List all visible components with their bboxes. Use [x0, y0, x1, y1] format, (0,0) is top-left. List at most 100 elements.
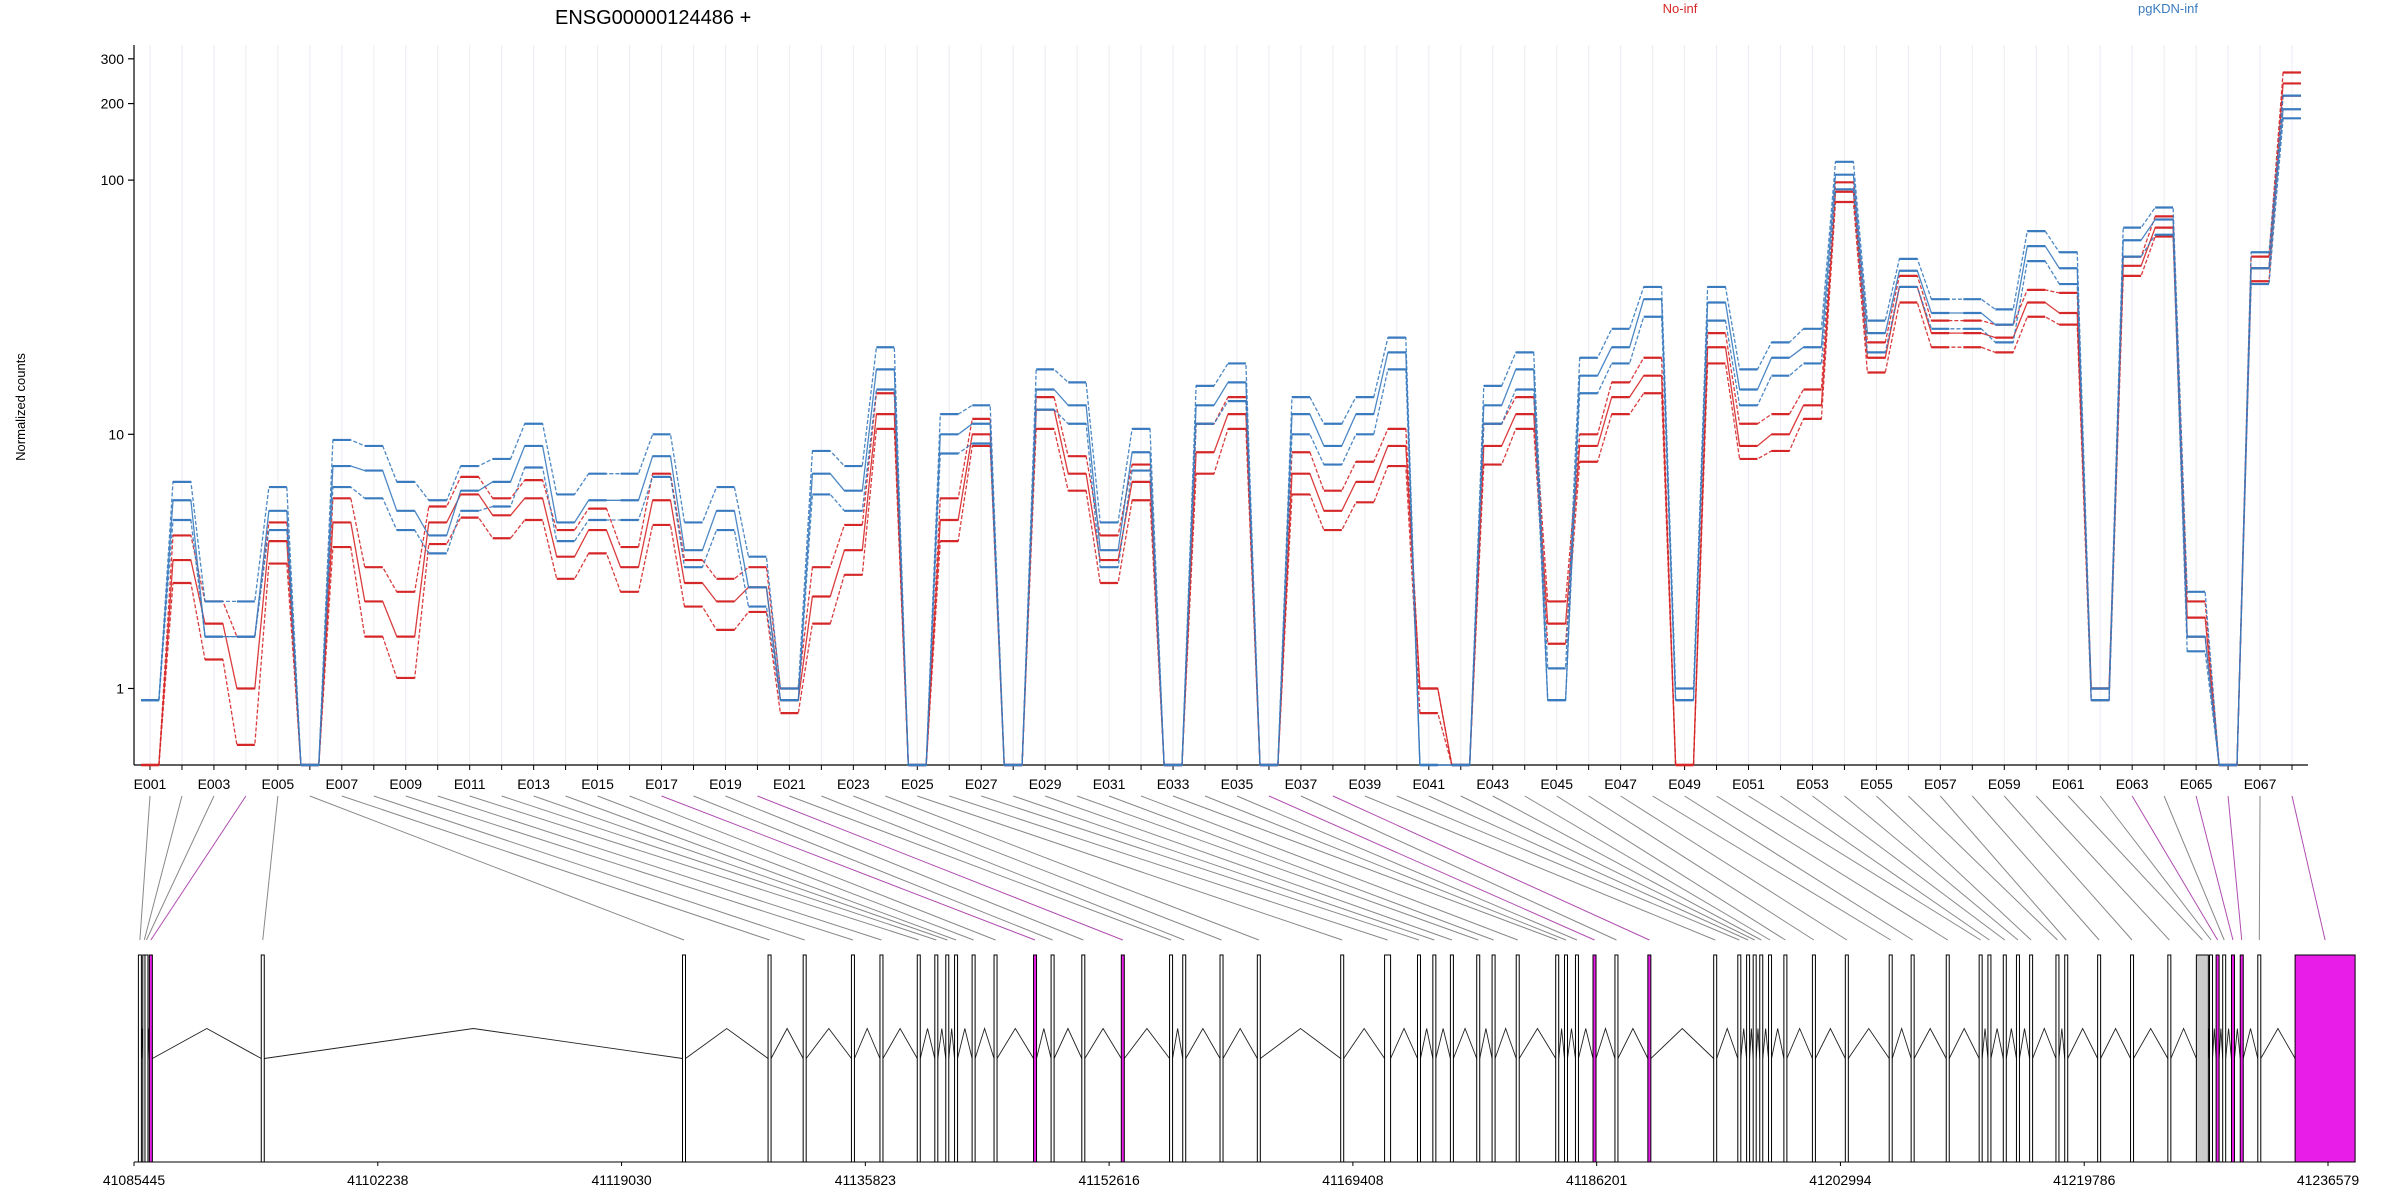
intron-25: [1343, 1027, 1385, 1059]
series-line-no-inf-1: [141, 82, 2301, 766]
x-tick-label-e059: E059: [1988, 776, 2021, 792]
connector-e033: [1172, 795, 1558, 941]
intron-19: [1084, 1027, 1122, 1059]
y-tick-label-1: 1: [116, 680, 124, 696]
intron-37: [1617, 1027, 1649, 1059]
x-tick-label-e067: E067: [2244, 776, 2277, 792]
intron-44: [1771, 1028, 1785, 1059]
exon-e013: [945, 954, 950, 1163]
intron-42: [1755, 1028, 1761, 1059]
exon-e065: [2230, 954, 2235, 1163]
connector-e008: [373, 795, 805, 941]
exon-e035: [1574, 954, 1579, 1163]
connector-e012: [501, 795, 937, 941]
y-axis-label: Normalized counts: [13, 353, 28, 461]
x-tick-label-e039: E039: [1349, 776, 1382, 792]
intron-21: [1172, 1028, 1184, 1059]
x-tick-label-e061: E061: [2052, 776, 2085, 792]
connector-e067: [2258, 795, 2261, 941]
intron-7: [770, 1027, 804, 1059]
x-tick-label-e053: E053: [1796, 776, 1829, 792]
connector-e032: [1140, 795, 1518, 941]
exon-e008: [802, 954, 807, 1163]
exon-e050: [1945, 954, 1950, 1163]
connector-e042: [1460, 795, 1755, 941]
exon-e020: [1120, 954, 1125, 1163]
connector-e049: [1684, 795, 1913, 941]
intron-59: [2133, 1027, 2169, 1059]
series-lines: [141, 71, 2301, 767]
x-tick-label-e011: E011: [454, 776, 486, 792]
connector-e057: [1939, 795, 2067, 941]
connector-e027: [981, 795, 1420, 941]
x-tick-label-e057: E057: [1924, 776, 1957, 792]
exon-e034: [1563, 954, 1568, 1163]
connector-e018: [693, 795, 1053, 941]
x-tick-label-e035: E035: [1221, 776, 1254, 792]
intron-47: [1847, 1027, 1890, 1059]
exon-e062: [2209, 954, 2214, 1163]
connector-e066: [2227, 795, 2243, 941]
intron-23: [1222, 1027, 1258, 1059]
connector-e038: [1332, 795, 1650, 941]
intron-35: [1578, 1028, 1594, 1059]
x-tick-label-e019: E019: [709, 776, 742, 792]
connector-e021: [789, 795, 1172, 941]
connector-e034: [1204, 795, 1567, 941]
intron-45: [1786, 1027, 1813, 1059]
connector-e064: [2163, 795, 2225, 941]
exon-e010: [879, 954, 884, 1163]
exon-e054: [2015, 954, 2020, 1163]
exon-e047: [1844, 954, 1849, 1163]
x-tick-label-e023: E023: [837, 776, 870, 792]
x-tick-label-e017: E017: [645, 776, 678, 792]
exon-e012: [934, 954, 939, 1163]
connector-e063: [2131, 795, 2219, 941]
series-line-pgkdn-inf-2: [141, 94, 2301, 766]
connector-e054: [1844, 795, 2019, 941]
x-tick-label-e033: E033: [1157, 776, 1190, 792]
intron-46: [1815, 1027, 1846, 1059]
intron-31: [1494, 1027, 1517, 1059]
exon-e025: [1340, 954, 1345, 1163]
intron-48: [1891, 1027, 1912, 1059]
connector-e052: [1780, 795, 1990, 941]
exon-e041: [1746, 954, 1751, 1163]
connector-e045: [1556, 795, 1786, 941]
connector-e020: [757, 795, 1123, 941]
intron-54: [2019, 1028, 2031, 1059]
exon-e017: [1033, 954, 1038, 1163]
exon-e048: [1888, 954, 1893, 1163]
legend-no-inf: No-inf: [1663, 1, 1698, 16]
exon-e067: [2257, 954, 2262, 1163]
coord-tick-label-41135823: 41135823: [835, 1172, 896, 1188]
y-tick-label-10: 10: [108, 426, 124, 442]
coord-tick-label-41236579: 41236579: [2297, 1172, 2360, 1188]
connector-e026: [949, 795, 1388, 941]
exon-e024: [1256, 954, 1261, 1163]
intron-14: [957, 1028, 973, 1059]
intron-40: [1740, 1028, 1748, 1059]
connector-e010: [437, 795, 882, 941]
intron-8: [805, 1027, 852, 1059]
intron-58: [2100, 1027, 2131, 1059]
connector-e051: [1748, 795, 1981, 941]
intron-34: [1567, 1028, 1576, 1059]
connector-e060: [2035, 795, 2170, 941]
connector-e005: [262, 795, 279, 941]
exon-e004: [148, 954, 153, 1163]
exon-e014: [954, 954, 959, 1163]
connector-e043: [1492, 795, 1762, 941]
exon-e068: [2294, 954, 2356, 1163]
intron-62: [2212, 1028, 2217, 1059]
exon-e056: [2055, 954, 2060, 1163]
exon-e022: [1182, 954, 1187, 1163]
connector-e059: [2003, 795, 2133, 941]
coord-tick-label-41169408: 41169408: [1322, 1172, 1383, 1188]
x-tick-label-e005: E005: [262, 776, 295, 792]
intron-22: [1185, 1027, 1221, 1059]
connector-e029: [1044, 795, 1453, 941]
y-tick-label-100: 100: [101, 172, 125, 188]
exon-e001: [137, 954, 142, 1163]
